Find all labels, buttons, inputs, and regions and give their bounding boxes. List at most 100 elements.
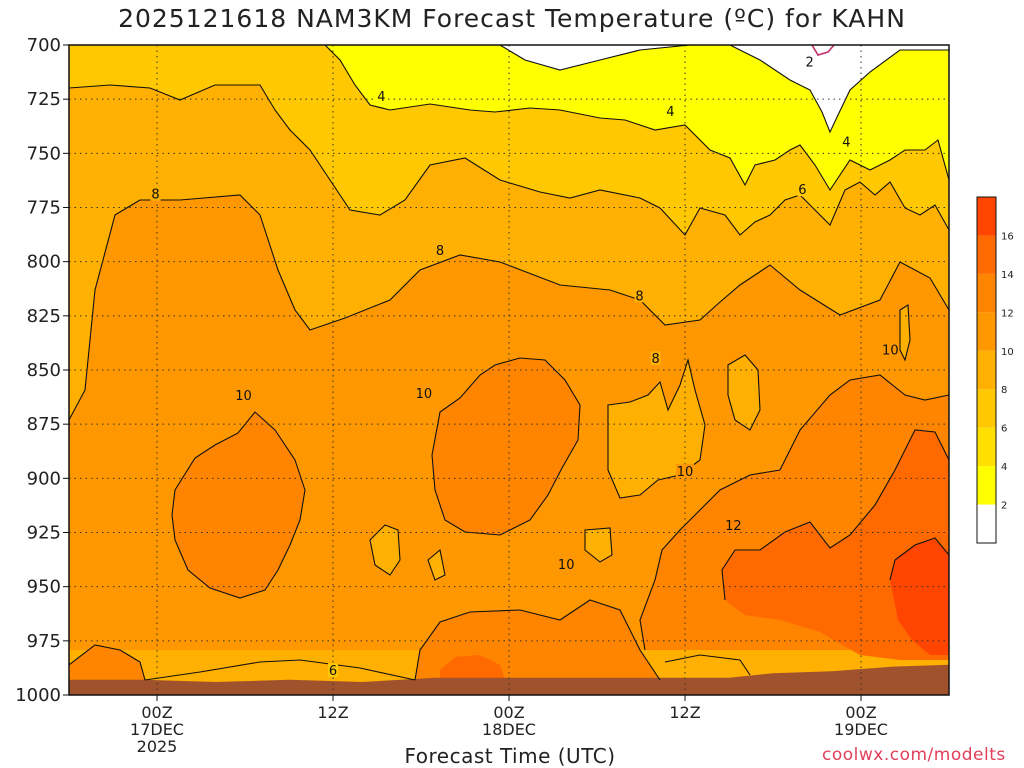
contour-label-bg (650, 351, 661, 366)
contour-label-bg (634, 288, 645, 303)
contour-label-bg (557, 557, 576, 571)
contour-label-8: 8 (652, 352, 660, 367)
contour-labels: 2 4 4 4 6 8 8 8 8 10 10 10 10 10 12 6 (150, 54, 900, 679)
contour-label-bg (841, 134, 852, 149)
y-tick-label: 875 (27, 414, 61, 435)
colorbar-swatch (977, 350, 996, 390)
contour-label-bg (328, 663, 338, 678)
pocket-cool-b (728, 355, 760, 430)
colorbar-label: 8 (1001, 385, 1007, 396)
blob-10-12-center (432, 358, 580, 535)
colorbar-label: 6 (1001, 424, 1007, 435)
colorbar-label: 16 (1001, 231, 1014, 242)
contour-label-4: 4 (377, 90, 385, 105)
y-tick-label: 725 (27, 89, 61, 110)
pocket-cool-d (370, 525, 400, 575)
contour-label-4: 4 (666, 105, 674, 120)
y-tick-label: 700 (27, 35, 61, 56)
grid-lines (69, 45, 949, 695)
contour-label-bg (724, 518, 743, 532)
contour-4-upper (69, 84, 949, 236)
colorbar-swatch (977, 235, 996, 274)
y-tick-label: 750 (27, 143, 61, 164)
contour-8-pocket-f (584, 527, 613, 563)
band-0-2 (500, 45, 949, 132)
colorbar-swatch (977, 466, 996, 505)
colorbar-label: 2 (1001, 501, 1007, 512)
contour-label-10: 10 (882, 344, 899, 359)
contour-label-bg (414, 385, 433, 400)
contour-label-4: 4 (842, 136, 850, 151)
contour-label-bg (881, 342, 900, 357)
contour-label-10: 10 (558, 558, 575, 573)
pocket-cool-a (608, 360, 705, 498)
contour-4-yellow (324, 45, 949, 192)
contour-label-bg (804, 54, 815, 69)
contour-label-6: 6 (798, 183, 806, 198)
contour-0 (811, 45, 835, 56)
colorbar: 2 4 6 8 10 12 14 16 (976, 196, 1014, 544)
pocket-cool-f (585, 528, 612, 562)
y-tick-label: 900 (27, 468, 61, 489)
y-axis: 700 725 750 775 800 825 850 875 900 925 950 975 1000 (15, 35, 69, 706)
contour-6-surface (144, 659, 416, 681)
contour-8-pocket-d (369, 524, 401, 576)
contour-label-10: 10 (235, 389, 252, 404)
contour-label-bg (435, 242, 446, 257)
contour-label-8: 8 (635, 289, 643, 304)
contour-8 (69, 194, 949, 421)
colorbar-label: 14 (1001, 270, 1014, 281)
contour-12 (721, 429, 949, 601)
x-tick-label: 17DEC (130, 720, 184, 739)
blob-10-12-left (172, 412, 305, 598)
contour-10-center (431, 357, 581, 536)
contour-6-surface-right (664, 654, 751, 676)
contour-10-lower (414, 599, 661, 681)
contour-label-10: 10 (677, 465, 694, 480)
contour-2 (499, 45, 949, 134)
contour-10-right (639, 374, 949, 651)
pocket-cool-c (900, 305, 910, 360)
x-tick-label: 00Z (845, 703, 876, 722)
x-tick-label: 2025 (137, 737, 178, 756)
x-tick-label: 00Z (493, 703, 524, 722)
colorbar-swatch (977, 504, 996, 543)
colorbar-swatch (977, 312, 996, 351)
y-tick-label: 950 (27, 577, 61, 598)
colorbar-swatch (977, 273, 996, 313)
x-tick-label: 00Z (141, 703, 172, 722)
contour-label-6: 6 (329, 664, 337, 679)
contour-label-10: 10 (416, 387, 433, 402)
x-tick-label: 19DEC (834, 720, 888, 739)
colorbar-swatch (977, 197, 996, 236)
contour-label-8: 8 (151, 188, 159, 203)
colorbar-swatch (977, 427, 996, 467)
y-tick-label: 825 (27, 306, 61, 327)
contour-label-bg (376, 89, 387, 103)
contour-label-2: 2 (806, 55, 814, 70)
colorbar-swatch (977, 389, 996, 428)
contour-8-pocket-c (899, 304, 911, 362)
source-credit: coolwx.com/modelts (822, 745, 1006, 765)
y-tick-label: 775 (27, 198, 61, 219)
x-tick-label: 18DEC (482, 720, 536, 739)
contour-label-12: 12 (725, 519, 742, 534)
x-tick-label: 12Z (317, 703, 348, 722)
contour-label-bg (665, 104, 676, 119)
y-tick-label: 1000 (15, 685, 61, 706)
colorbar-label: 10 (1001, 347, 1014, 358)
contour-10-corner (69, 644, 146, 681)
colorbar-label: 12 (1001, 308, 1014, 319)
region-12-14-small (440, 655, 505, 680)
contour-label-bg (676, 463, 694, 478)
contour-14 (889, 537, 949, 581)
contour-8-pocket-a (607, 357, 706, 499)
contour-lines (69, 45, 949, 681)
contour-label-8: 8 (436, 244, 444, 259)
y-tick-label: 800 (27, 252, 61, 273)
x-tick-label: 12Z (669, 703, 700, 722)
x-axis-label: Forecast Time (UTC) (404, 744, 616, 768)
contour-label-bg (797, 182, 808, 197)
contour-label-bg (234, 388, 253, 402)
